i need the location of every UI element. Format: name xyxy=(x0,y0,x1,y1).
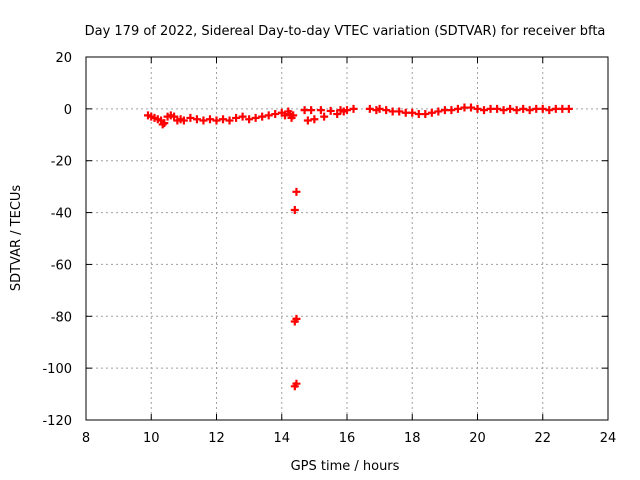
data-point xyxy=(199,116,208,125)
data-point xyxy=(205,115,214,124)
data-point xyxy=(292,187,301,196)
data-point xyxy=(238,112,247,121)
y-tick-label: 20 xyxy=(55,51,72,66)
data-point xyxy=(292,379,301,388)
data-point xyxy=(192,115,201,124)
data-point xyxy=(343,106,351,115)
data-point xyxy=(303,116,312,125)
data-point xyxy=(382,106,391,115)
data-point xyxy=(434,107,443,116)
x-tick-label: 24 xyxy=(600,431,617,446)
data-point xyxy=(225,116,234,125)
axis-ticks: 8 10 12 14 16 18 20 22 24 20 0 -20 -40 -60 -80 -100 -120 xyxy=(42,51,616,446)
y-axis-label: SDTVAR / TECUs xyxy=(9,185,24,292)
data-point xyxy=(493,104,502,113)
x-tick-label: 8 xyxy=(82,431,90,446)
data-point xyxy=(506,104,515,113)
data-point xyxy=(271,110,280,119)
data-point xyxy=(545,106,554,115)
data-point xyxy=(395,107,404,116)
data-point xyxy=(316,106,325,115)
y-tick-label: -100 xyxy=(42,362,72,377)
data-point xyxy=(466,103,475,112)
data-point xyxy=(160,119,169,128)
x-tick-label: 10 xyxy=(143,431,160,446)
y-tick-label: -80 xyxy=(51,310,72,325)
data-point xyxy=(564,104,573,113)
data-point xyxy=(421,110,430,119)
data-point xyxy=(307,106,316,115)
x-tick-label: 18 xyxy=(404,431,421,446)
data-point xyxy=(251,113,260,122)
y-tick-label: -20 xyxy=(51,155,72,170)
data-point xyxy=(289,111,298,120)
data-point xyxy=(519,104,528,113)
y-tick-label: -40 xyxy=(51,207,72,222)
data-point xyxy=(375,104,384,113)
data-point xyxy=(264,111,273,120)
x-axis-label: GPS time / hours xyxy=(291,459,400,474)
data-point xyxy=(245,115,254,124)
data-point xyxy=(538,104,547,113)
data-point xyxy=(512,106,521,115)
data-point xyxy=(480,106,489,115)
data-point xyxy=(232,113,241,122)
data-point xyxy=(453,104,462,113)
x-tick-label: 16 xyxy=(339,431,356,446)
y-tick-label: -60 xyxy=(51,258,72,273)
data-point xyxy=(290,205,299,214)
data-point xyxy=(258,112,267,121)
data-point xyxy=(310,115,319,124)
chart-title: Day 179 of 2022, Sidereal Day-to-day VTE… xyxy=(85,24,606,39)
data-point xyxy=(212,116,221,125)
data-series xyxy=(143,103,573,391)
data-point xyxy=(447,106,456,115)
data-point xyxy=(408,108,417,117)
data-point xyxy=(473,104,482,113)
data-point xyxy=(365,104,374,113)
data-point xyxy=(219,115,228,124)
data-point xyxy=(292,314,301,323)
data-point xyxy=(186,113,195,122)
data-point xyxy=(320,112,329,121)
x-tick-label: 12 xyxy=(208,431,225,446)
y-tick-label: -120 xyxy=(42,414,72,429)
data-point xyxy=(525,106,534,115)
x-tick-label: 22 xyxy=(534,431,551,446)
x-tick-label: 14 xyxy=(273,431,290,446)
data-point xyxy=(499,106,508,115)
y-tick-label: 0 xyxy=(64,103,72,118)
data-point xyxy=(349,104,358,113)
data-point xyxy=(179,116,188,125)
data-point xyxy=(427,108,436,117)
data-point xyxy=(326,106,335,115)
x-tick-label: 20 xyxy=(469,431,486,446)
